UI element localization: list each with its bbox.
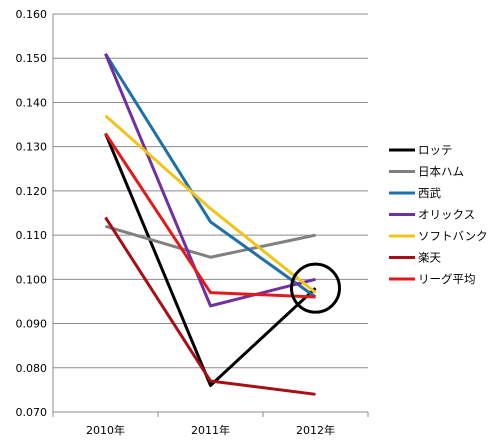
series-line-0 <box>104 132 317 387</box>
y-tick-label: 0.140 <box>16 96 48 109</box>
y-tick-label: 0.160 <box>16 8 48 21</box>
legend-label: 西武 <box>418 186 441 200</box>
x-tick-label: 2011年 <box>191 423 230 437</box>
legend-label: 楽天 <box>418 251 441 265</box>
gridlines <box>52 13 369 417</box>
y-tick-label: 0.110 <box>16 229 48 242</box>
legend-label: リーグ平均 <box>418 272 476 286</box>
y-tick-label: 0.070 <box>16 406 48 419</box>
highlight-circle <box>290 262 341 314</box>
series-line-4 <box>104 114 317 294</box>
y-tick-label: 0.130 <box>16 141 48 154</box>
legend-label: ソフトバンク <box>418 229 488 243</box>
y-tick-label: 0.080 <box>16 362 48 375</box>
series-line-5 <box>104 216 316 396</box>
annotations <box>290 262 341 314</box>
legend-label: ロッテ <box>418 143 453 157</box>
y-axis-tick-labels: 0.070 0.080 0.090 0.100 0.110 0.120 0.130 0.140… <box>16 8 48 419</box>
series-line-1 <box>105 224 316 259</box>
series-line-2 <box>104 53 317 299</box>
y-tick-label: 0.150 <box>16 52 48 65</box>
y-tick-label: 0.090 <box>16 318 48 331</box>
series-line-6 <box>104 132 316 299</box>
legend-label: 日本ハム <box>418 165 464 179</box>
y-tick-label: 0.120 <box>16 185 48 198</box>
y-tick-label: 0.100 <box>16 273 48 286</box>
series-lines <box>104 53 317 396</box>
x-tick-label: 2010年 <box>86 423 125 437</box>
x-axis-tick-labels: 2010年 2011年 2012年 <box>86 423 335 437</box>
x-tick-label: 2012年 <box>296 423 335 437</box>
series-line-3 <box>104 53 316 308</box>
legend-label: オリックス <box>418 208 475 222</box>
